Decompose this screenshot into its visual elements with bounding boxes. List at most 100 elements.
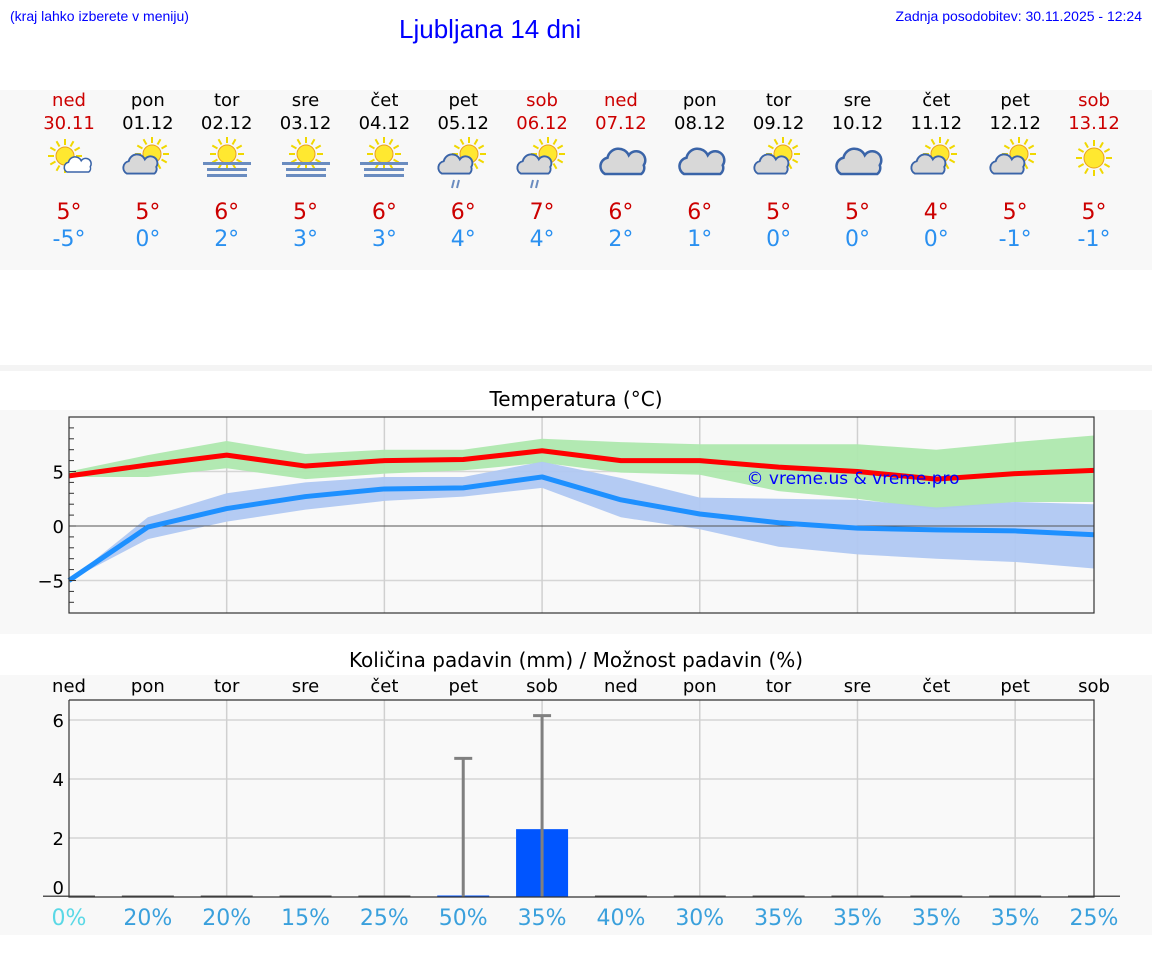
precip-bar: [831, 895, 884, 897]
temp-min: 1°: [687, 227, 713, 252]
temp-min: -1°: [998, 227, 1032, 252]
precipitation-chart-title: Količina padavin (mm) / Možnost padavin …: [348, 648, 804, 672]
day-date: 13.12: [1068, 113, 1120, 134]
partly-cloudy-icon: [753, 136, 805, 192]
precip-probability: 30%: [675, 906, 725, 931]
partly-cloudy-icon: [122, 136, 174, 192]
precip-bar: [752, 895, 805, 897]
temp-max: 6°: [371, 200, 397, 225]
day-name: sob: [1078, 90, 1110, 111]
cloudy-icon: [595, 136, 647, 192]
day-date: 10.12: [831, 113, 884, 134]
day-name: pet: [448, 90, 478, 111]
temp-max: 6°: [608, 200, 634, 225]
day-date: 02.12: [200, 113, 253, 134]
precip-day-label: ned: [603, 676, 638, 697]
temp-max: 5°: [1002, 200, 1028, 225]
min-temp-line: [67, 474, 1095, 583]
max-temp-band: [69, 435, 1094, 510]
day-name: pon: [130, 90, 165, 111]
day-date: 12.12: [989, 113, 1041, 134]
day-name: pet: [1000, 90, 1030, 111]
y-tick-label: 6: [53, 711, 64, 732]
temp-max: 6°: [687, 200, 713, 225]
sunny-icon: [1068, 136, 1120, 192]
day-date: 01.12: [122, 113, 174, 134]
precip-probability: 25%: [359, 906, 409, 931]
precip-probability: 20%: [123, 906, 173, 931]
precip-bar: [989, 895, 1042, 897]
precip-probability: 15%: [281, 906, 330, 931]
precip-probability: 35%: [517, 906, 567, 931]
day-date: 30.11: [43, 113, 95, 134]
precip-day-label: čet: [370, 676, 399, 697]
temp-max: 6°: [214, 200, 240, 225]
sun-fog-icon: [201, 136, 253, 192]
day-date: 09.12: [752, 113, 805, 134]
day-name: pon: [682, 90, 717, 111]
min-temp-band: [69, 461, 1094, 581]
day-name: tor: [765, 90, 792, 111]
sun-small-cloud-icon: [43, 136, 95, 192]
day-name: čet: [370, 90, 399, 111]
partly-cloudy-rain-icon: [516, 136, 568, 192]
precip-day-label: sre: [843, 676, 872, 697]
max-temp-line: [68, 448, 1095, 482]
precip-probability: 35%: [990, 906, 1040, 931]
precip-probability: 50%: [438, 906, 488, 931]
temp-min: 0°: [766, 227, 792, 252]
temp-min: 2°: [608, 227, 634, 252]
temp-max: 7°: [529, 200, 555, 225]
precip-probability: 35%: [911, 906, 961, 931]
temp-max: 5°: [56, 200, 82, 225]
day-date: 05.12: [437, 113, 489, 134]
location-menu-hint: (kraj lahko izberete v meniju): [10, 8, 189, 24]
temp-min: 2°: [214, 227, 240, 252]
y-tick-label: 0: [53, 878, 64, 899]
day-name: ned: [52, 90, 86, 111]
temp-min: 3°: [293, 227, 319, 252]
temp-max: 6°: [450, 200, 476, 225]
precip-bar: [358, 895, 411, 897]
precip-day-label: tor: [765, 676, 792, 697]
y-tick-label: 0: [53, 517, 64, 538]
precip-day-label: tor: [213, 676, 240, 697]
temp-max: 4°: [923, 200, 949, 225]
precip-day-label: sre: [291, 676, 320, 697]
day-date: 04.12: [358, 113, 411, 134]
precip-bar: [279, 895, 332, 897]
temp-min: 0°: [135, 227, 161, 252]
temp-min: -5°: [52, 227, 86, 252]
temp-min: -1°: [1077, 227, 1111, 252]
precip-day-label: pon: [130, 676, 165, 697]
day-date: 03.12: [279, 113, 332, 134]
watermark: © vreme.us & vreme.pro: [746, 469, 959, 489]
cloudy-icon: [831, 136, 883, 192]
daily-forecast-strip: [0, 90, 1152, 270]
day-date: 06.12: [516, 113, 568, 134]
page-title: Ljubljana 14 dni: [399, 14, 582, 44]
y-tick-label: 4: [53, 770, 64, 791]
precip-day-label: pet: [1000, 676, 1030, 697]
divider: [0, 365, 1152, 371]
precip-probability: 35%: [833, 906, 882, 931]
day-name: tor: [213, 90, 240, 111]
sun-fog-icon: [358, 136, 410, 192]
day-name: čet: [922, 90, 951, 111]
temp-max: 5°: [766, 200, 792, 225]
precip-day-label: pet: [448, 676, 478, 697]
precip-day-label: ned: [52, 676, 86, 697]
precip-day-label: sob: [1078, 676, 1110, 697]
precip-probability: 40%: [596, 906, 646, 931]
y-tick-label: −5: [37, 572, 64, 593]
precip-bar: [594, 895, 647, 897]
temp-max: 5°: [293, 200, 319, 225]
sun-fog-icon: [280, 136, 332, 192]
precip-probability: 35%: [754, 906, 804, 931]
day-name: ned: [603, 90, 638, 111]
partly-cloudy-icon: [910, 136, 962, 192]
temperature-chart-title: Temperatura (°C): [489, 387, 663, 411]
precip-bar: [910, 895, 963, 897]
cloudy-icon: [674, 136, 726, 192]
